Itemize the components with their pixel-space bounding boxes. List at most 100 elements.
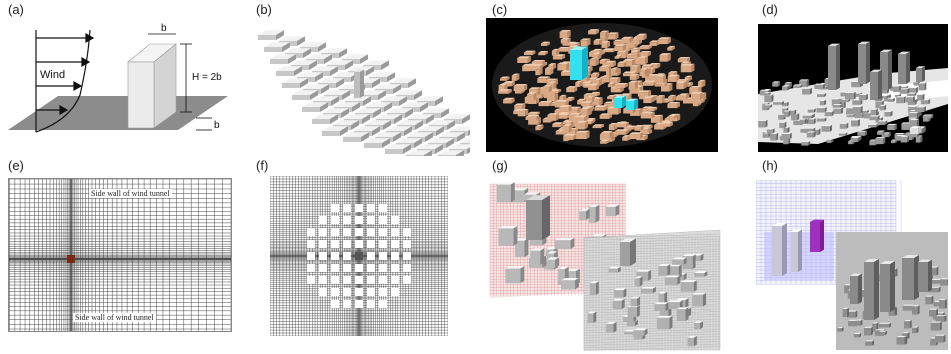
city-block: [576, 131, 590, 139]
array-cell-block: [307, 240, 315, 248]
low-rise: [764, 104, 772, 108]
mesh-building: [579, 209, 589, 220]
tower: [916, 66, 925, 82]
tower: [790, 230, 802, 272]
array-block: [385, 144, 411, 154]
low-rise: [879, 323, 891, 328]
panel-c-label: (c): [492, 2, 507, 17]
city-block: [660, 53, 671, 61]
low-rise: [793, 84, 802, 88]
array-cell-block: [367, 228, 375, 236]
array-cell-block: [391, 216, 399, 224]
array-cell-block: [355, 264, 363, 272]
array-cell-block: [367, 288, 375, 296]
array-cell-block: [331, 264, 339, 272]
low-rise: [904, 320, 912, 329]
depth-label: b: [214, 120, 220, 131]
low-rise: [843, 308, 849, 317]
city-block: [566, 86, 577, 92]
ground-plane: [8, 96, 228, 130]
array-cell-block: [355, 228, 363, 236]
array-block: [270, 54, 296, 64]
array-cell-block: [319, 288, 327, 296]
low-rise: [854, 333, 861, 338]
tower: [898, 52, 910, 84]
low-rise: [875, 137, 885, 144]
low-rise: [779, 122, 786, 129]
low-rise: [918, 82, 926, 90]
array-block: [276, 66, 302, 76]
array-cell-block: [391, 264, 399, 272]
low-rise: [940, 278, 948, 285]
low-rise: [808, 108, 816, 112]
array-block: [258, 30, 284, 40]
low-rise: [871, 109, 878, 117]
array-cell-block: [343, 300, 351, 308]
low-rise: [825, 111, 834, 116]
array-cell-block: [331, 300, 339, 308]
array-cell-block: [343, 240, 351, 248]
panel-g-city-mesh: [488, 180, 724, 352]
city-block: [643, 81, 657, 86]
low-rise: [817, 117, 827, 121]
low-rise: [773, 101, 784, 105]
building-front: [128, 62, 154, 128]
array-cell-block: [307, 264, 315, 272]
low-rise: [888, 98, 895, 102]
array-cell-block: [379, 240, 387, 248]
array-cell-block: [355, 276, 363, 284]
mesh-building: [694, 321, 703, 329]
tower: [870, 70, 882, 100]
highlighted-building: [626, 99, 638, 110]
low-rise: [808, 118, 816, 124]
low-rise: [800, 119, 807, 124]
city-block: [639, 51, 650, 57]
mesh-building: [530, 248, 544, 265]
city-block: [629, 81, 638, 90]
low-rise: [790, 109, 797, 115]
panel-f-array-mesh: [270, 176, 448, 336]
low-rise: [817, 93, 826, 97]
city-block: [637, 34, 647, 40]
mesh-building: [641, 287, 656, 293]
low-rise: [907, 92, 916, 96]
array-block: [343, 132, 369, 142]
low-rise: [784, 110, 791, 117]
city-block: [559, 105, 571, 112]
city-block: [639, 56, 648, 64]
panel-h-label: (h): [762, 158, 778, 173]
panel-e-tunnel-mesh: Side wall of wind tunnel Side wall of wi…: [8, 178, 232, 332]
low-rise: [878, 120, 888, 125]
tower: [858, 42, 870, 84]
city-block: [563, 124, 572, 133]
array-cell-block: [367, 300, 375, 308]
panel-h-highrise-mesh: [756, 180, 948, 352]
city-block: [679, 93, 689, 99]
array-cell-block: [343, 252, 351, 260]
tower: [850, 274, 862, 304]
mesh-building: [688, 336, 697, 346]
mesh-building: [692, 293, 706, 307]
low-rise: [767, 128, 775, 133]
low-rise: [840, 123, 849, 129]
city-block: [656, 95, 664, 103]
low-rise: [897, 336, 906, 344]
array-cell-block: [367, 204, 375, 212]
mesh-building: [681, 280, 697, 291]
mesh-building: [608, 267, 620, 273]
array-cell-block: [343, 276, 351, 284]
low-rise: [814, 84, 825, 89]
city-block: [557, 62, 569, 70]
array-cell-block: [367, 264, 375, 272]
city-block: [615, 122, 629, 127]
mesh-building: [555, 238, 575, 249]
low-rise: [859, 94, 868, 100]
tower: [880, 261, 895, 312]
mesh-building: [613, 299, 625, 309]
mesh-building: [606, 204, 620, 216]
mesh-building: [499, 226, 518, 246]
city-block: [526, 115, 540, 120]
mesh-building: [505, 266, 524, 283]
tower: [526, 195, 550, 240]
city-block: [498, 89, 512, 94]
